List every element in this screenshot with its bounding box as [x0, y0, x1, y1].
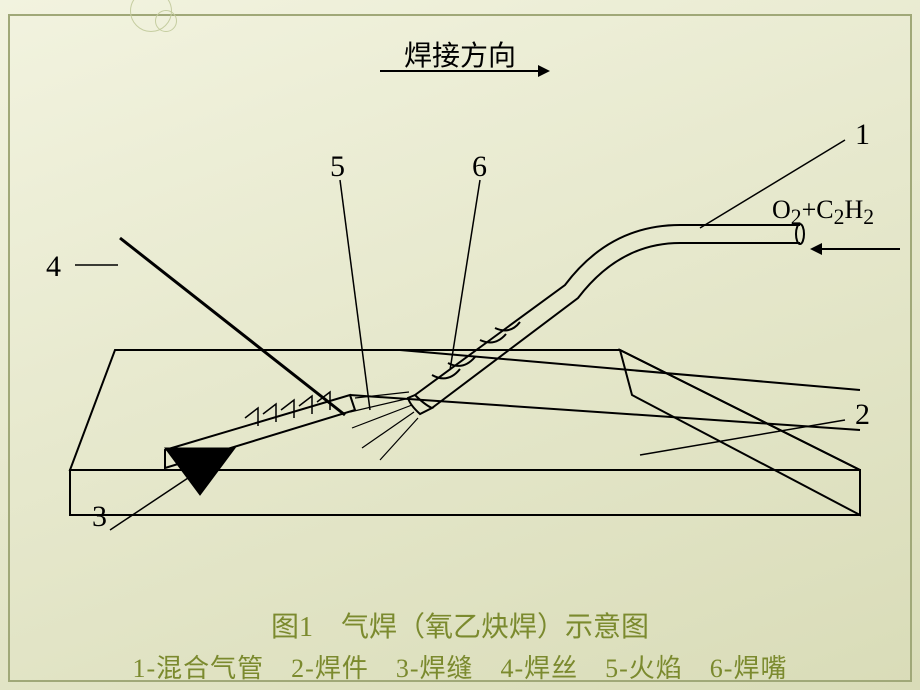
callout-2: 2 [855, 398, 870, 432]
gas-arrow [820, 248, 900, 250]
callout-4: 4 [46, 250, 61, 284]
figure-caption: 图1 气焊（氧乙炔焊）示意图 [0, 605, 920, 645]
welding-diagram [0, 0, 920, 690]
callout-5: 5 [330, 150, 345, 184]
callout-3: 3 [92, 500, 107, 534]
callout-6: 6 [472, 150, 487, 184]
gas-formula: O2+C2H2 [772, 195, 874, 230]
callout-1: 1 [855, 118, 870, 152]
figure-legend: 1-混合气管 2-焊件 3-焊缝 4-焊丝 5-火焰 6-焊嘴 [0, 648, 920, 685]
